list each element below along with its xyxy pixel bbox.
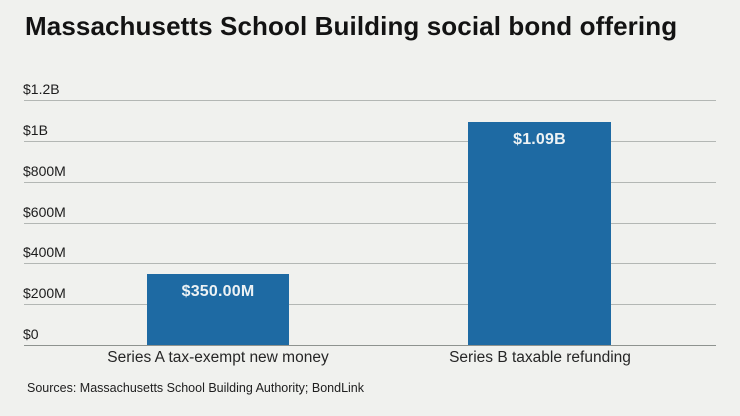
x-category-label-series-b: Series B taxable refunding	[449, 349, 631, 366]
gridline	[24, 304, 716, 306]
source-attribution: Sources: Massachusetts School Building A…	[27, 381, 364, 395]
y-tick-label: $400M	[23, 244, 66, 261]
y-tick-label: $0	[23, 326, 39, 342]
gridline	[24, 100, 716, 101]
y-tick-label: $1.2B	[23, 81, 60, 97]
bar-value-label: $1.09B	[513, 131, 566, 149]
x-category-label-series-a: Series A tax-exempt new money	[107, 349, 329, 366]
bar-series-a: $350.00M	[147, 273, 289, 345]
y-tick-label: $1B	[23, 121, 48, 138]
y-tick-label: $200M	[23, 285, 66, 302]
gridline	[24, 140, 716, 142]
bar-series-b: $1.09B	[468, 122, 611, 345]
gridline	[24, 345, 716, 346]
bar-value-label: $350.00M	[181, 282, 255, 300]
y-tick-label: $800M	[23, 162, 66, 179]
gridline	[24, 181, 716, 183]
y-tick-label: $600M	[23, 203, 66, 220]
gridline	[24, 222, 716, 224]
gridline	[24, 263, 716, 265]
chart-title: Massachusetts School Building social bon…	[25, 11, 678, 41]
